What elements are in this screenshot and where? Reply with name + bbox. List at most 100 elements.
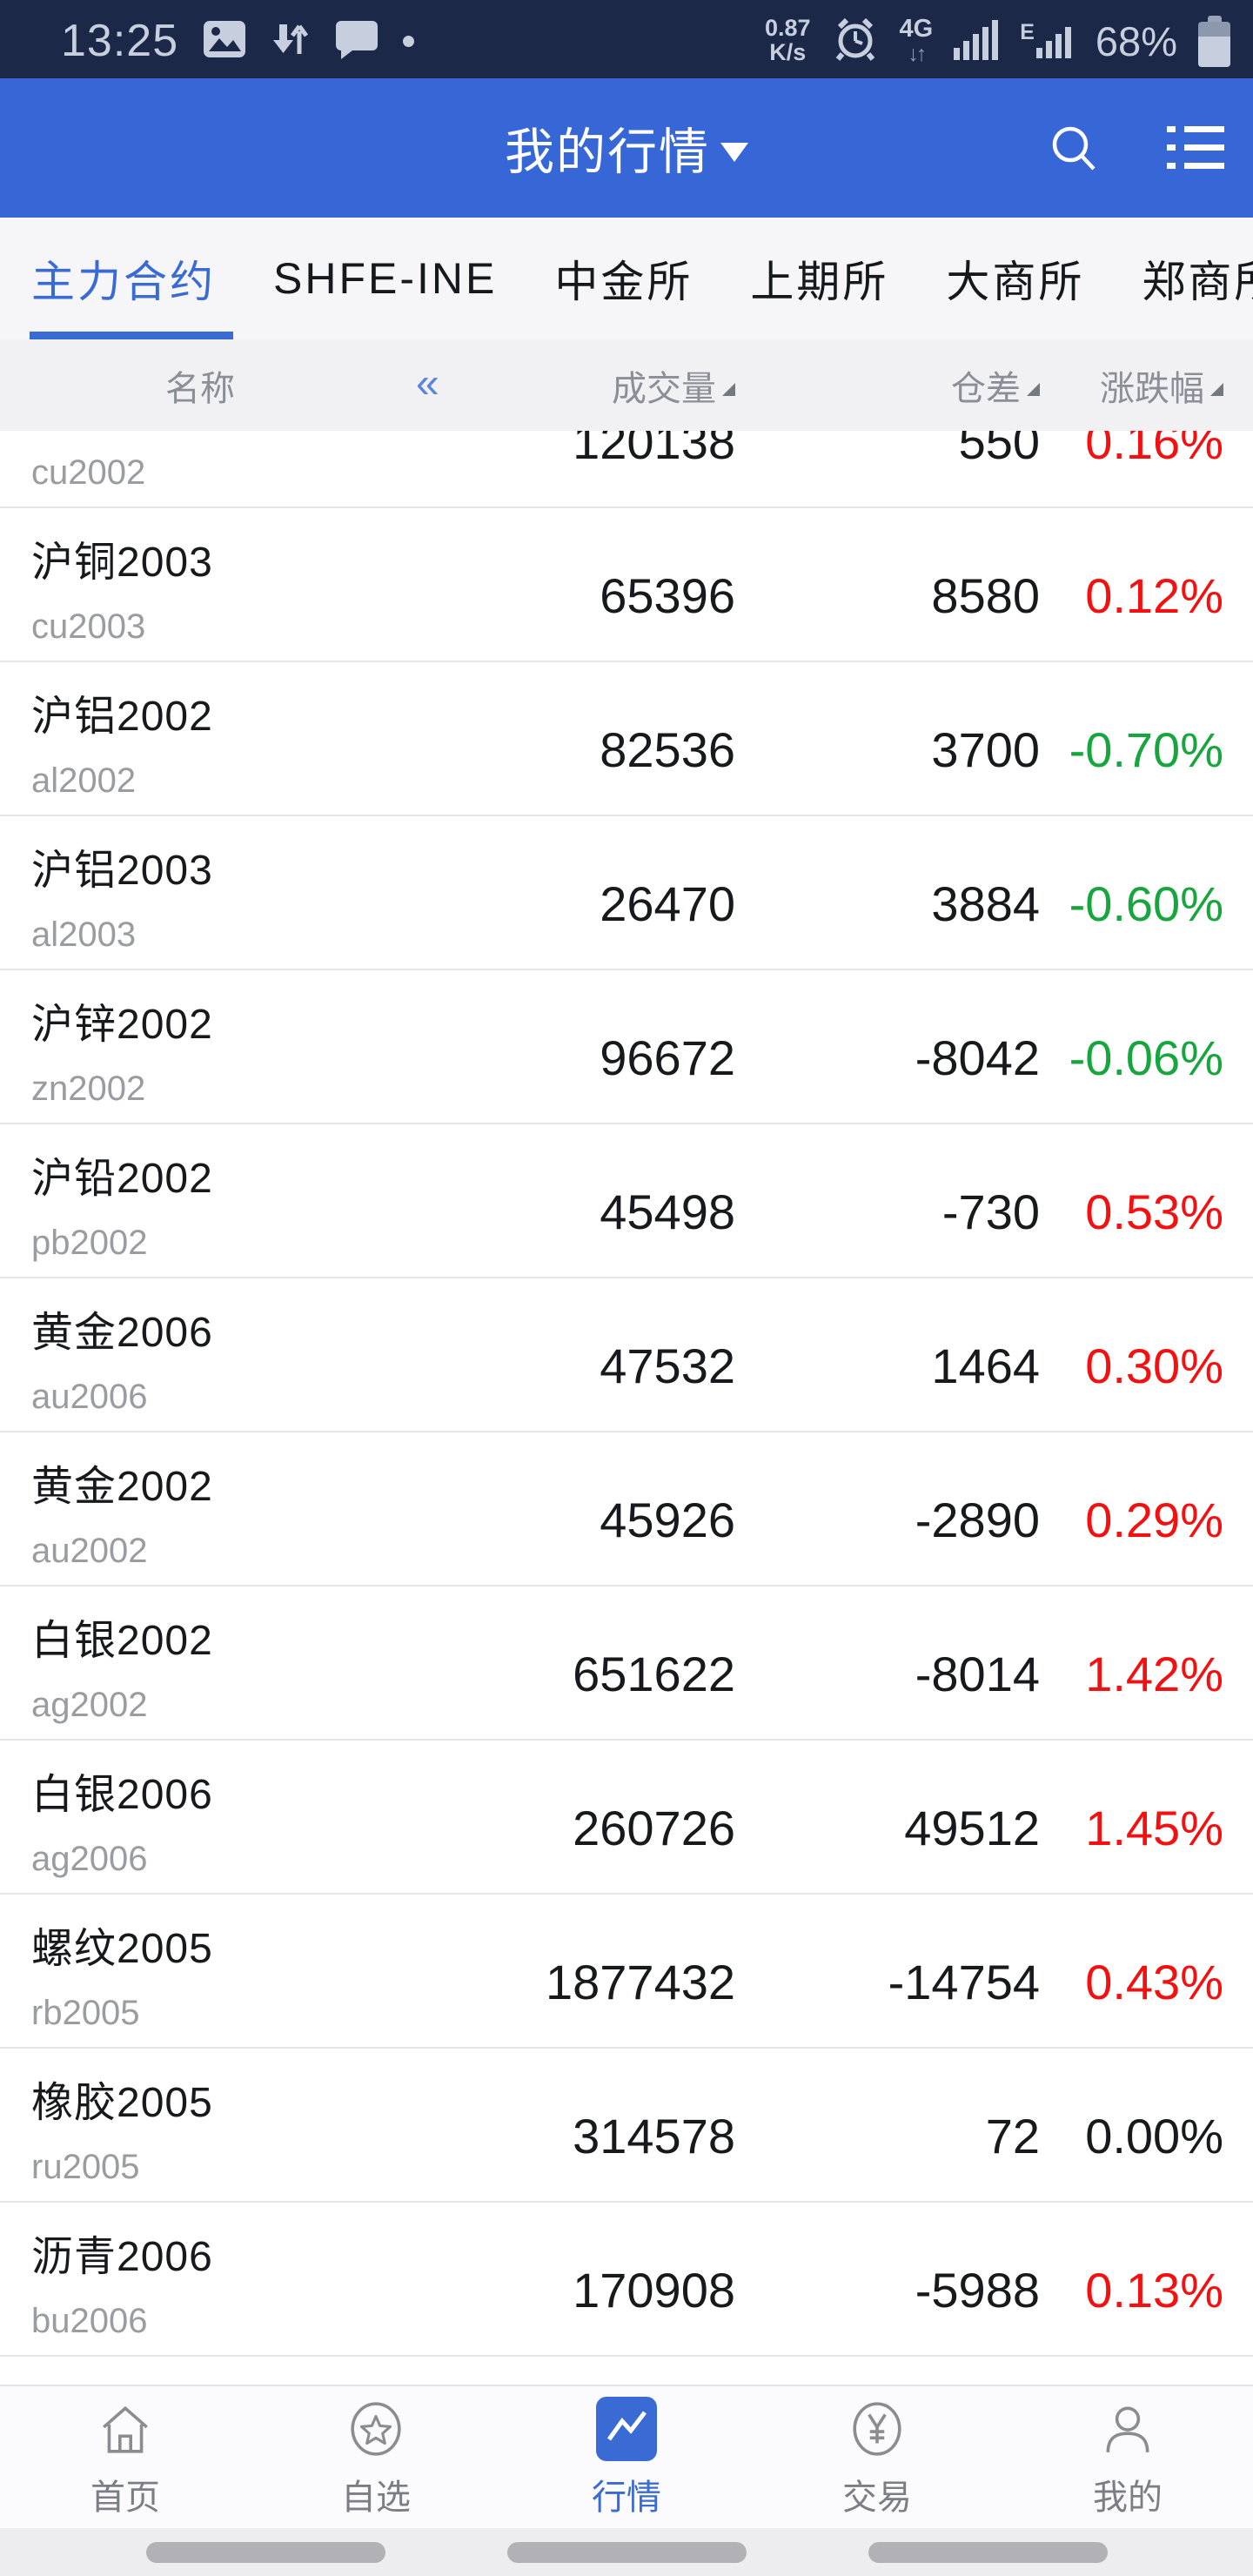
- contract-name: 黄金2002: [31, 1464, 213, 1510]
- nav-trade[interactable]: 交易: [752, 2386, 1002, 2528]
- contract-name: 沪铜2002: [31, 431, 213, 434]
- tab-shfe[interactable]: 上期所: [750, 258, 889, 306]
- market-title-dropdown[interactable]: 我的行情: [505, 112, 748, 184]
- gallery-icon: [203, 20, 246, 63]
- volume-value: 651622: [573, 1647, 735, 1701]
- quote-list: 沪铜2002 cu2002 120138 550 0.16% 沪铜2003 cu20…: [0, 431, 1253, 2385]
- change-pct-value: -0.70%: [1069, 722, 1223, 777]
- header-pct-label: 涨跌幅: [1100, 369, 1204, 408]
- nav-label: 我的: [1093, 2478, 1163, 2517]
- status-left: 13:25: [61, 15, 415, 67]
- volume-value: 65396: [600, 568, 735, 623]
- header-volume-sort[interactable]: 成交量: [400, 360, 735, 411]
- exchange-tab-bar: 主力合约 SHFE-INE 中金所 上期所 大商所 郑商所: [0, 218, 1253, 339]
- quote-row[interactable]: 沪铝2002 al2002 82536 3700 -0.70%: [0, 662, 1253, 816]
- contract-code: au2002: [31, 1532, 148, 1570]
- oi-change-value: 49512: [904, 1801, 1040, 1855]
- quote-row[interactable]: 白银2006 ag2006 260726 49512 1.45%: [0, 1741, 1253, 1895]
- nav-pill-home[interactable]: [506, 2541, 747, 2563]
- change-pct-value: 0.29%: [1085, 1493, 1223, 1547]
- quote-row[interactable]: 沥青2006 bu2006 170908 -5988 0.13%: [0, 2203, 1253, 2357]
- status-right: 0.87 K/s 4G ↓↑: [765, 15, 1230, 67]
- network-type-label: 4G: [899, 15, 934, 43]
- oi-change-value: 550: [958, 431, 1040, 469]
- header-volume-label: 成交量: [612, 369, 716, 408]
- quote-row[interactable]: 热卷2005: [0, 2357, 1253, 2385]
- contract-name: 沪铅2002: [31, 1156, 213, 1202]
- tab-main-contracts[interactable]: 主力合约: [30, 218, 233, 339]
- speed-value: 0.87: [764, 15, 811, 42]
- contract-name: 白银2002: [31, 1618, 213, 1664]
- edge-signal-bars-icon: [1035, 27, 1071, 58]
- contract-code: rb2005: [31, 1994, 140, 2032]
- bottom-nav: 首页 自选 行情: [0, 2385, 1253, 2528]
- chat-bubble-icon: [335, 19, 379, 64]
- nav-label: 行情: [592, 2478, 661, 2517]
- volume-value: 26470: [600, 876, 735, 931]
- nav-quotes[interactable]: 行情: [501, 2386, 752, 2528]
- header-change-pct-sort[interactable]: 涨跌幅: [1040, 360, 1253, 411]
- volume-value: 47532: [600, 1338, 735, 1393]
- contract-code: al2002: [31, 761, 137, 800]
- battery-percent: 68%: [1095, 17, 1177, 64]
- change-pct-value: 0.12%: [1085, 568, 1223, 623]
- quote-row[interactable]: 橡胶2005 ru2005 314578 72 0.00%: [0, 2049, 1253, 2203]
- nav-home[interactable]: 首页: [0, 2386, 251, 2528]
- volume-value: 1877432: [545, 1955, 735, 2009]
- quote-row[interactable]: 黄金2006 au2006 47532 1464 0.30%: [0, 1278, 1253, 1432]
- nav-label: 首页: [90, 2478, 160, 2517]
- change-pct-value: 0.53%: [1085, 1184, 1223, 1239]
- nav-pill-recents[interactable]: [145, 2541, 385, 2563]
- oi-change-value: 3884: [931, 876, 1040, 931]
- alarm-clock-icon: [832, 16, 879, 67]
- quote-row[interactable]: 黄金2002 au2002 45926 -2890 0.29%: [0, 1432, 1253, 1587]
- quote-row[interactable]: 白银2002 ag2002 651622 -8014 1.42%: [0, 1587, 1253, 1741]
- edge-signal-indicator: E: [1020, 20, 1075, 58]
- header-oi-change-sort[interactable]: 仓差: [735, 360, 1040, 411]
- tab-czce[interactable]: 郑商所: [1142, 258, 1253, 306]
- caret-down-icon: [720, 143, 748, 162]
- nav-pill-back[interactable]: [868, 2541, 1108, 2563]
- quote-row[interactable]: 沪锌2002 zn2002 96672 -8042 -0.06%: [0, 970, 1253, 1124]
- oi-change-value: -2890: [915, 1493, 1040, 1547]
- change-pct-value: -0.60%: [1069, 876, 1223, 931]
- search-icon[interactable]: [1042, 117, 1105, 179]
- contract-code: ag2006: [31, 1840, 148, 1878]
- contract-name: 橡胶2005: [31, 2080, 213, 2126]
- tab-shfe-ine[interactable]: SHFE-INE: [273, 254, 498, 303]
- quote-row[interactable]: 螺纹2005 rb2005 1877432 -14754 0.43%: [0, 1895, 1253, 2049]
- change-pct-value: 1.42%: [1085, 1647, 1223, 1701]
- change-pct-value: 0.16%: [1085, 431, 1223, 469]
- contract-code: ag2002: [31, 1686, 148, 1724]
- nav-profile[interactable]: 我的: [1002, 2386, 1253, 2528]
- volume-value: 314578: [573, 2109, 735, 2163]
- collapse-columns-chevron[interactable]: «: [416, 359, 439, 406]
- notification-dot: [403, 35, 415, 47]
- status-bar: 13:25: [0, 0, 1253, 78]
- sort-triangle-icon: [1027, 383, 1040, 396]
- header-name: 名称: [165, 369, 235, 408]
- contract-code: ru2005: [31, 2148, 140, 2186]
- profile-icon: [1099, 2396, 1156, 2462]
- contract-code: cu2003: [31, 607, 146, 646]
- nav-watchlist[interactable]: 自选: [251, 2386, 501, 2528]
- change-pct-value: 0.00%: [1085, 2109, 1223, 2163]
- data-arrows: ↓↑: [908, 42, 927, 66]
- oi-change-value: 8580: [931, 568, 1040, 623]
- nav-label: 交易: [842, 2478, 912, 2517]
- quote-row[interactable]: 沪铝2003 al2003 26470 3884 -0.60%: [0, 816, 1253, 970]
- oi-change-value: -14754: [888, 1955, 1040, 2009]
- quote-row[interactable]: 沪铜2002 cu2002 120138 550 0.16%: [0, 431, 1253, 508]
- oi-change-value: 3700: [931, 722, 1040, 777]
- quote-row[interactable]: 沪铜2003 cu2003 65396 8580 0.12%: [0, 508, 1253, 662]
- list-icon[interactable]: [1164, 117, 1227, 179]
- page-title: 我的行情: [505, 124, 710, 180]
- network-speed: 0.87 K/s: [765, 17, 811, 64]
- tab-dce[interactable]: 大商所: [946, 258, 1085, 306]
- tab-cffex[interactable]: 中金所: [554, 258, 694, 306]
- contract-code: al2003: [31, 916, 137, 954]
- app-header: 我的行情: [0, 78, 1253, 218]
- gesture-bar: [0, 2528, 1253, 2576]
- sort-triangle-icon: [722, 383, 735, 396]
- quote-row[interactable]: 沪铅2002 pb2002 45498 -730 0.53%: [0, 1124, 1253, 1278]
